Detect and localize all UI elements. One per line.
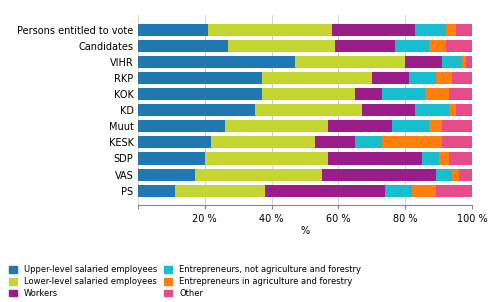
Bar (435, 169, 452, 181)
Bar (412, 185, 435, 197)
Bar (465, 56, 472, 68)
Bar (459, 169, 472, 181)
Bar (415, 24, 446, 36)
Bar (362, 104, 415, 116)
Bar (335, 40, 396, 52)
Bar (255, 104, 362, 116)
Bar (462, 56, 465, 68)
Bar (442, 56, 462, 68)
Bar (138, 169, 195, 181)
Bar (322, 169, 435, 181)
Bar (409, 72, 435, 84)
Bar (449, 153, 472, 165)
Legend: Upper-level salaried employees, Lower-level salaried employees, Workers, Entrepr: Upper-level salaried employees, Lower-le… (9, 265, 361, 298)
Bar (262, 72, 372, 84)
Bar (212, 137, 315, 149)
Bar (405, 56, 442, 68)
Bar (452, 72, 472, 84)
Bar (295, 56, 405, 68)
Bar (138, 104, 255, 116)
Bar (415, 104, 449, 116)
Bar (262, 88, 355, 100)
Bar (426, 88, 449, 100)
Bar (225, 120, 329, 132)
Bar (208, 24, 332, 36)
Bar (435, 72, 452, 84)
Bar (435, 185, 472, 197)
Bar (449, 88, 472, 100)
Bar (396, 40, 429, 52)
Bar (138, 185, 175, 197)
Bar (138, 137, 212, 149)
Bar (372, 72, 409, 84)
Bar (422, 153, 439, 165)
Bar (452, 169, 459, 181)
Bar (138, 120, 225, 132)
Bar (138, 153, 205, 165)
Bar (442, 120, 472, 132)
Bar (329, 153, 422, 165)
Bar (355, 88, 382, 100)
Bar (228, 40, 335, 52)
Bar (446, 40, 472, 52)
X-axis label: %: % (301, 226, 309, 236)
Bar (382, 88, 426, 100)
Bar (138, 72, 262, 84)
Bar (195, 169, 322, 181)
Bar (332, 24, 415, 36)
Bar (429, 40, 446, 52)
Bar (456, 24, 472, 36)
Bar (138, 56, 295, 68)
Bar (138, 88, 262, 100)
Bar (429, 120, 442, 132)
Bar (382, 137, 442, 149)
Bar (439, 153, 449, 165)
Bar (265, 185, 385, 197)
Bar (449, 104, 456, 116)
Bar (446, 24, 456, 36)
Bar (456, 104, 472, 116)
Bar (329, 120, 392, 132)
Bar (315, 137, 355, 149)
Bar (385, 185, 412, 197)
Bar (138, 40, 228, 52)
Bar (392, 120, 429, 132)
Bar (205, 153, 329, 165)
Bar (442, 137, 472, 149)
Bar (355, 137, 382, 149)
Bar (175, 185, 265, 197)
Bar (138, 24, 208, 36)
